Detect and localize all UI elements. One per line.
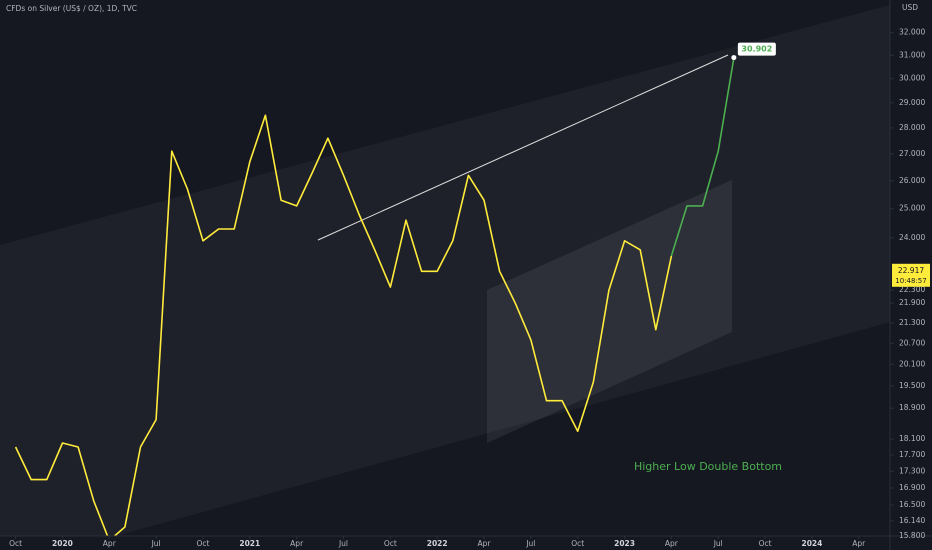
y-tick-label: 30.000: [899, 74, 925, 83]
annotation: Higher Low Double Bottom: [634, 460, 782, 473]
last-price-box: [892, 263, 930, 287]
x-tick-label: Jul: [338, 539, 348, 548]
y-tick-label: 24.000: [899, 233, 925, 242]
y-tick-label: 18.900: [899, 403, 925, 412]
x-tick-label: 2021: [239, 539, 260, 548]
price-tag: 30.902: [741, 45, 772, 54]
x-tick-label: Oct: [384, 539, 397, 548]
y-tick-label: 19.500: [899, 381, 925, 390]
x-tick-label: Oct: [759, 539, 772, 548]
end-point: [731, 55, 737, 61]
x-tick-label: Apr: [290, 539, 304, 548]
x-tick-label: Apr: [478, 539, 492, 548]
x-tick-label: 2024: [801, 539, 822, 548]
x-tick-label: Jul: [525, 539, 535, 548]
y-tick-label: 20.700: [899, 338, 925, 347]
x-tick-label: Oct: [9, 539, 22, 548]
countdown: 10:48:57: [895, 277, 926, 285]
x-tick-label: Apr: [852, 539, 866, 548]
y-tick-label: 29.000: [899, 98, 925, 107]
y-tick-label: 16.900: [899, 483, 925, 492]
y-tick-label: 25.000: [899, 204, 925, 213]
x-tick-label: Apr: [665, 539, 679, 548]
x-tick-label: 2023: [614, 539, 635, 548]
x-tick-label: Oct: [571, 539, 584, 548]
y-tick-label: 21.300: [899, 318, 925, 327]
y-tick-label: 21.900: [899, 298, 925, 307]
chart-title: CFDs on Silver (US$ / OZ), 1D, TVC: [6, 4, 137, 13]
price-line: [670, 57, 735, 257]
x-tick-label: Jul: [151, 539, 161, 548]
y-tick-label: 16.140: [899, 516, 925, 525]
y-tick-label: 20.100: [899, 359, 925, 368]
y-tick-label: 22.300: [899, 285, 925, 294]
y-tick-label: 26.000: [899, 176, 925, 185]
axis-unit: USD: [902, 3, 918, 12]
x-tick-label: 2020: [52, 539, 73, 548]
y-tick-label: 17.700: [899, 450, 925, 459]
y-tick-label: 32.000: [899, 28, 925, 37]
y-tick-label: 18.100: [899, 434, 925, 443]
price-line: [14, 114, 673, 536]
y-tick-label: 16.500: [899, 500, 925, 509]
x-tick-label: 2022: [427, 539, 448, 548]
trend-line: [317, 54, 729, 241]
x-tick-label: Jul: [713, 539, 723, 548]
outer-channel: [0, 5, 890, 536]
x-tick-label: Apr: [103, 539, 117, 548]
y-tick-label: 17.300: [899, 466, 925, 475]
x-tick-label: Oct: [196, 539, 209, 548]
y-tick-label: 28.000: [899, 123, 925, 132]
y-tick-label: 27.000: [899, 149, 925, 158]
y-tick-label: 31.000: [899, 50, 925, 59]
inner-channel: [487, 180, 732, 443]
y-tick-label: 15.800: [899, 531, 925, 540]
price-tag-box: [737, 42, 776, 56]
last-price: 22.917: [898, 266, 924, 275]
